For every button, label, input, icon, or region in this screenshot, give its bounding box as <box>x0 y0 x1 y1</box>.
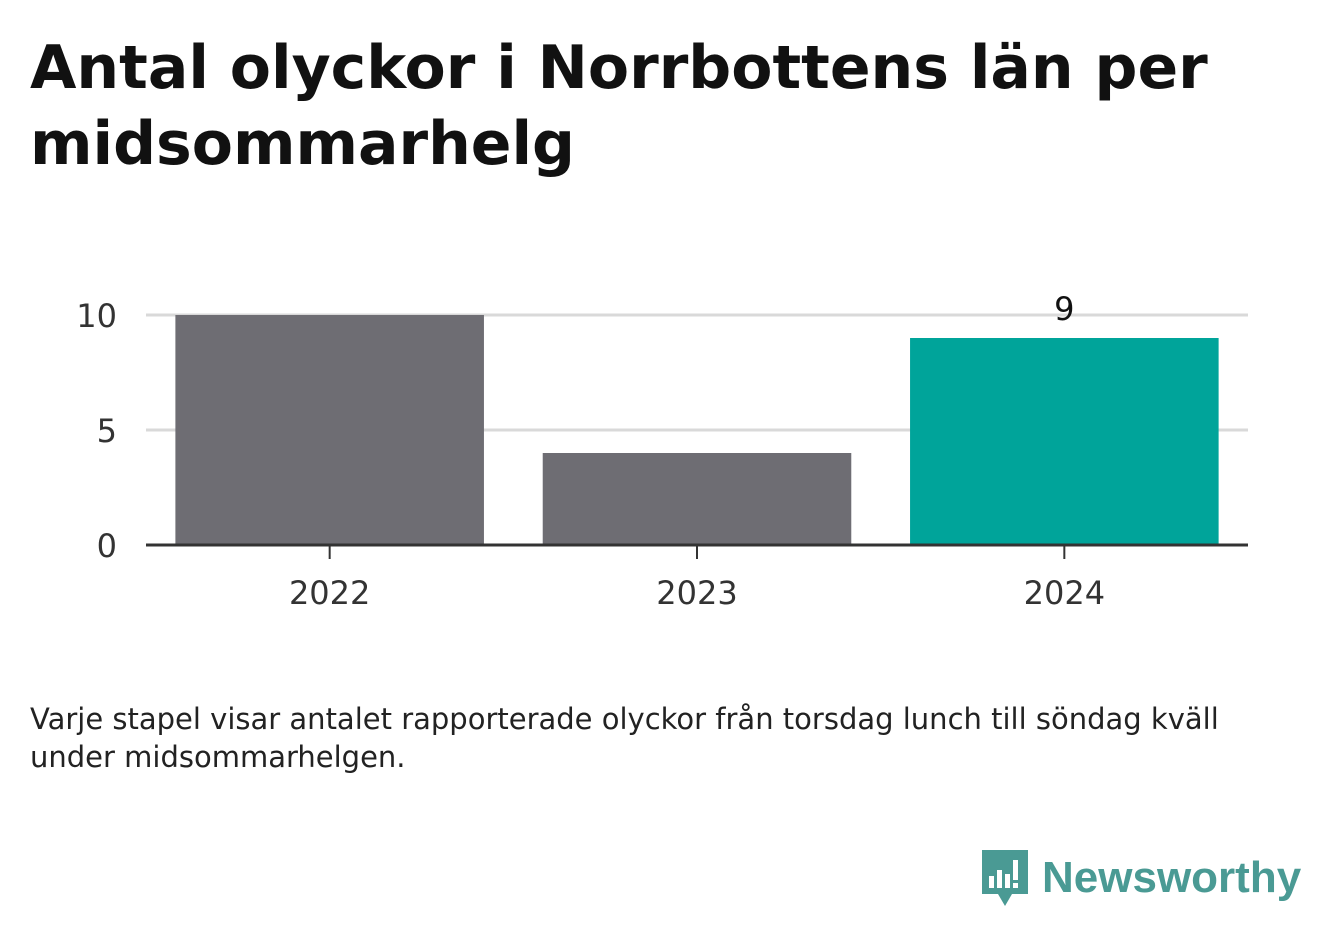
y-tick-label: 5 <box>97 412 117 450</box>
bar-2024 <box>910 338 1219 545</box>
y-tick-label: 10 <box>76 297 117 335</box>
brand-name: Newsworthy <box>1042 853 1302 902</box>
data-label: 9 <box>1054 290 1074 328</box>
chart-note: Varje stapel visar antalet rapporterade … <box>30 702 1219 774</box>
brand: Newsworthy <box>980 846 1301 910</box>
newsworthy-logo-icon <box>982 850 1028 906</box>
x-tick-label: 2022 <box>289 574 370 612</box>
x-tick-label: 2024 <box>1024 574 1105 612</box>
y-tick-label: 0 <box>97 527 117 565</box>
x-tick-label: 2023 <box>656 574 737 612</box>
bar-2022 <box>175 315 484 545</box>
chart-title: Antal olyckor i Norrbottens län per mids… <box>30 33 1208 179</box>
bar-2023 <box>542 453 852 545</box>
